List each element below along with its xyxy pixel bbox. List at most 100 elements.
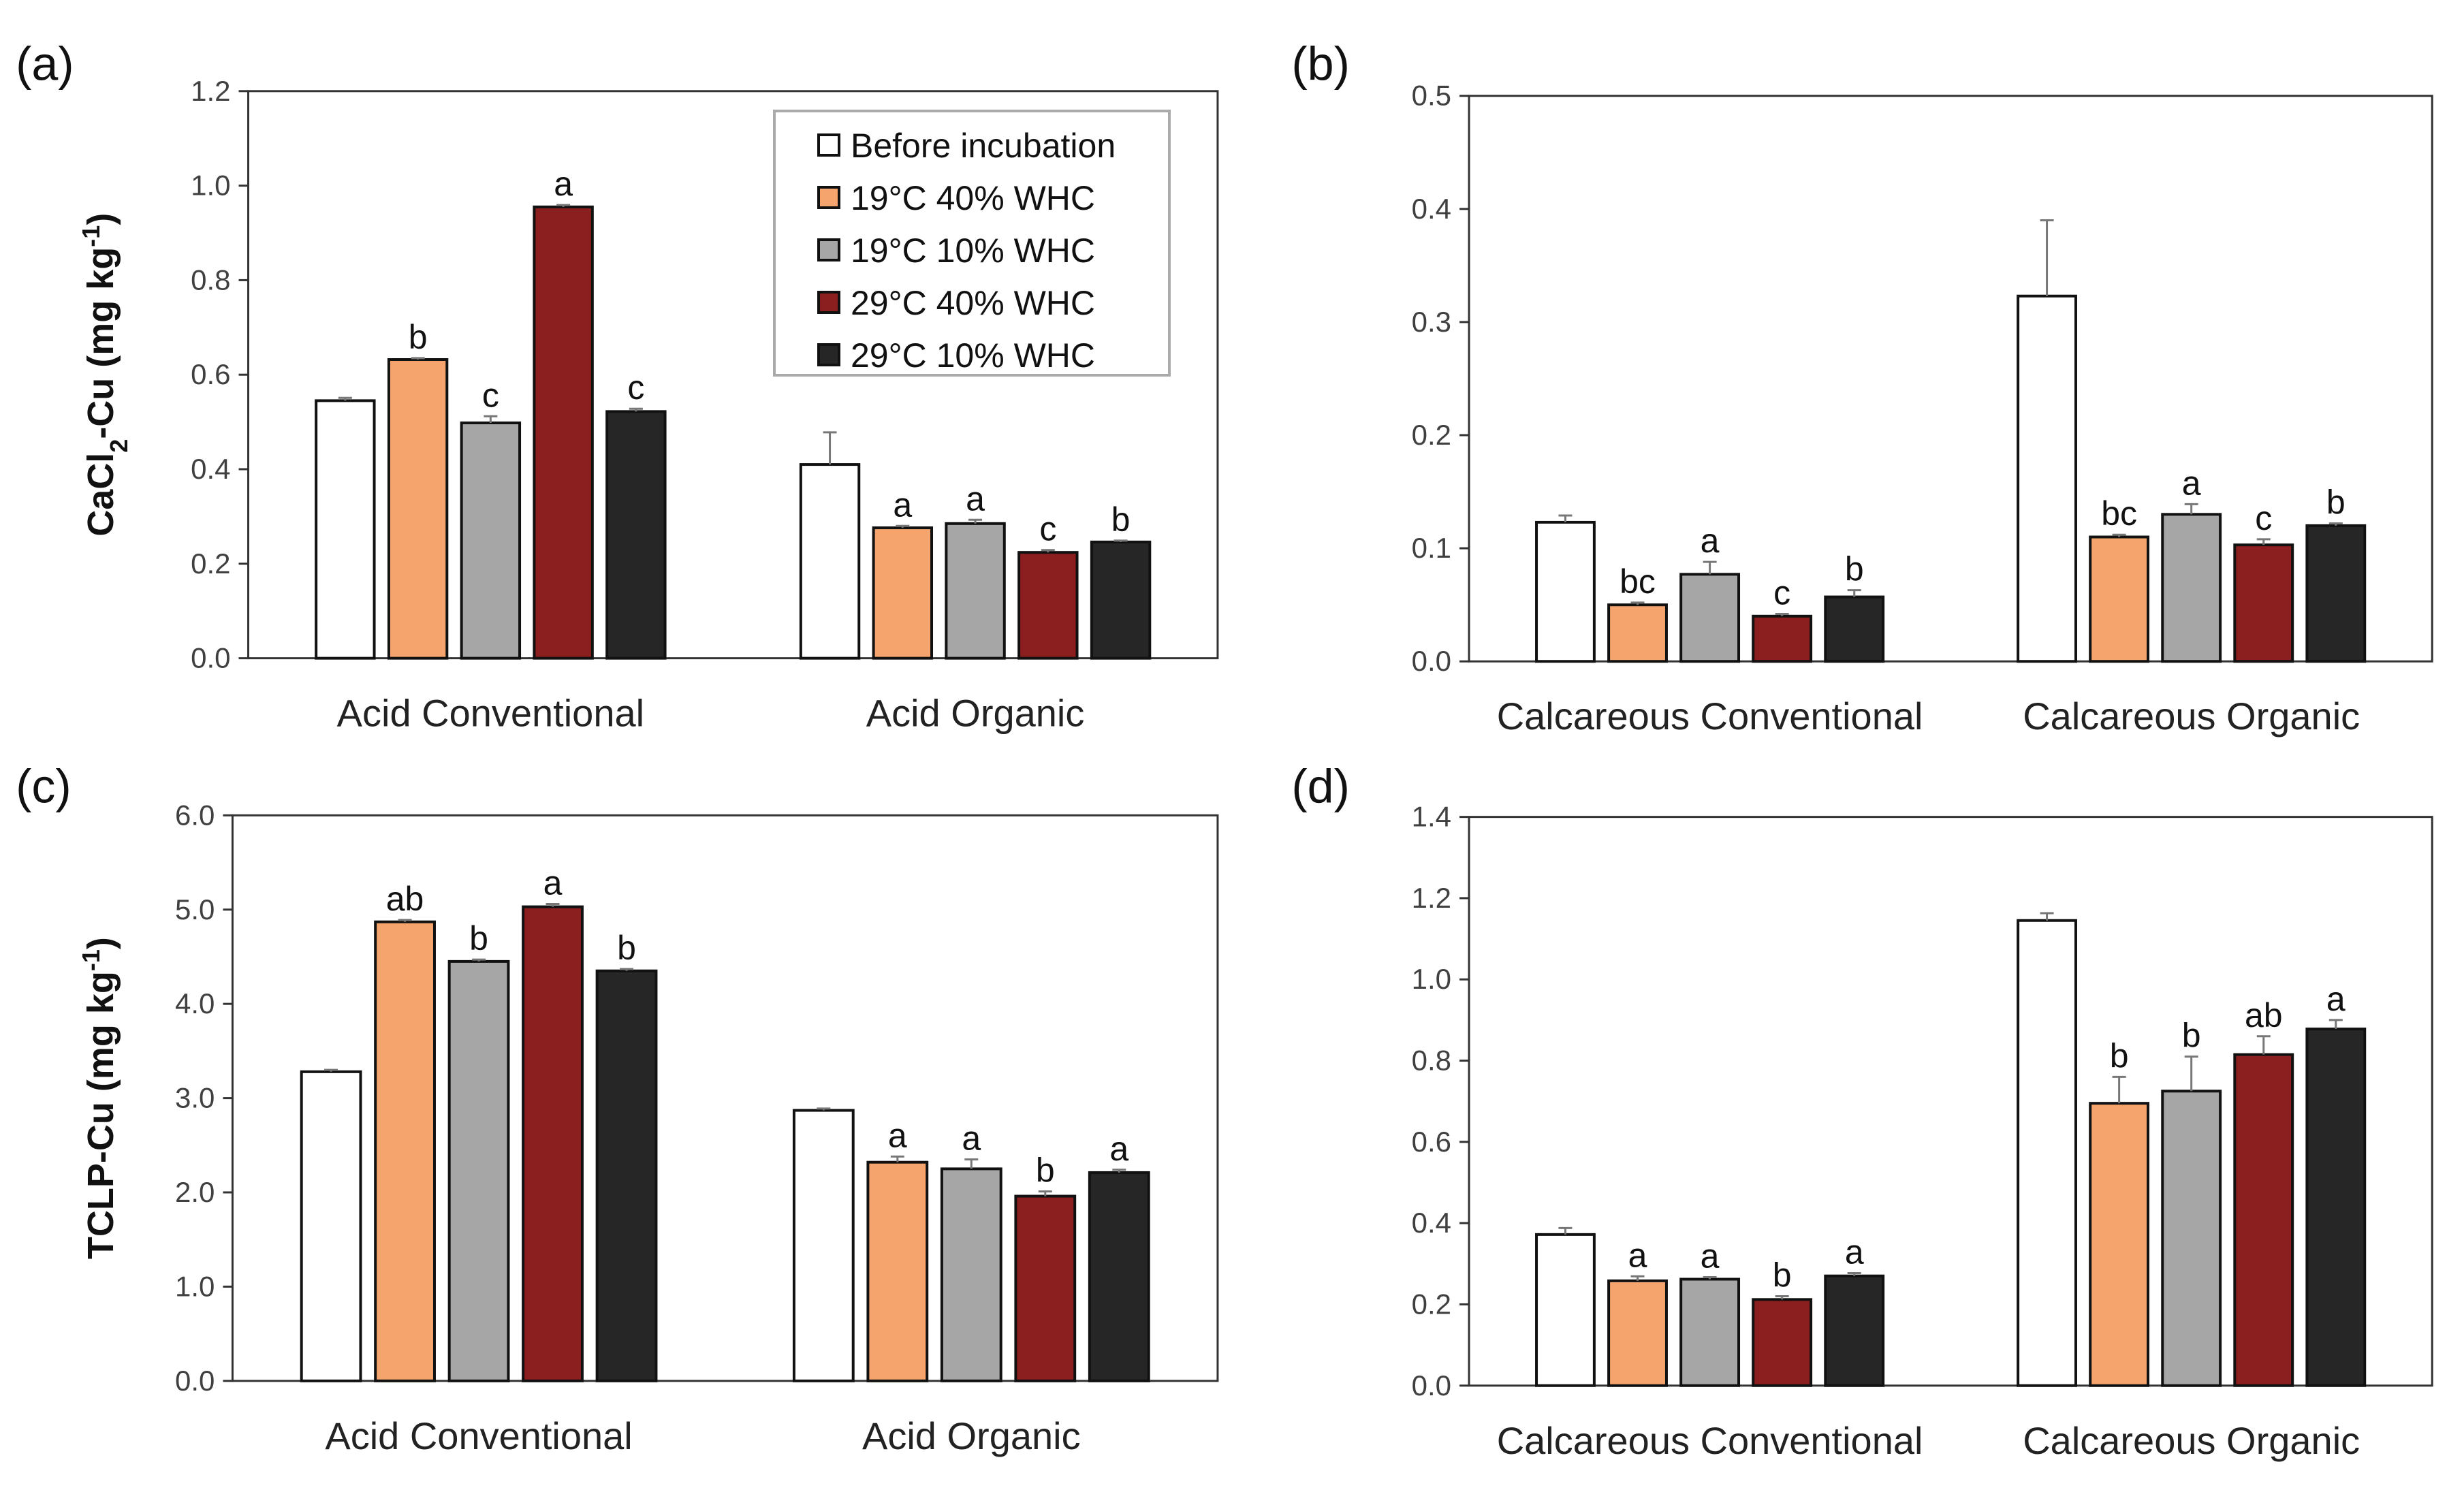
legend-entry: 19°C 40% WHC <box>851 179 1095 217</box>
bar-0 <box>315 399 376 660</box>
legend-swatch <box>817 291 840 314</box>
significance-letter: ab <box>2245 996 2283 1034</box>
legend-entry: 19°C 10% WHC <box>851 232 1095 270</box>
significance-letter: a <box>2326 980 2345 1018</box>
y-tick-label: 0.2 <box>1412 419 1451 451</box>
significance-letter: c <box>482 376 499 414</box>
bar-2 <box>1679 573 1741 663</box>
bar-3 <box>533 205 594 660</box>
bar-0 <box>300 1070 362 1382</box>
bar-1 <box>1607 603 1668 663</box>
significance-letter: c <box>627 368 644 407</box>
category-label: Calcareous Conventional <box>1497 695 1923 737</box>
legend-entry: 29°C 40% WHC <box>851 284 1095 322</box>
significance-letter: b <box>1773 1256 1792 1295</box>
category-label: Acid Conventional <box>337 692 644 735</box>
significance-letter: a <box>1845 1233 1864 1271</box>
plot-frame <box>1468 816 2433 1387</box>
bar-3 <box>1752 1298 1813 1387</box>
bar-2 <box>2161 513 2222 663</box>
significance-letter: b <box>2182 1017 2201 1055</box>
y-tick-label: 0.4 <box>191 453 230 485</box>
category-label: Calcareous Organic <box>2023 695 2360 737</box>
y-tick-label: 0.8 <box>191 264 230 296</box>
bar-0 <box>2017 294 2077 663</box>
bar-2 <box>945 522 1006 660</box>
bar-4 <box>1088 1171 1150 1382</box>
bar-2 <box>2161 1090 2222 1387</box>
category-label: Acid Conventional <box>325 1414 632 1457</box>
bar-4 <box>1824 1274 1885 1387</box>
bar-0 <box>1535 1233 1596 1387</box>
y-tick-label: 2.0 <box>175 1176 215 1208</box>
category-label: Acid Organic <box>866 692 1085 735</box>
bar-2 <box>447 959 510 1382</box>
significance-letter: c <box>1039 510 1056 548</box>
significance-letter: bc <box>2101 494 2137 533</box>
bar-4 <box>595 969 658 1382</box>
bar-3 <box>2233 543 2294 663</box>
y-tick-label: 0.5 <box>1412 80 1451 112</box>
y-tick-label: 1.0 <box>175 1270 215 1302</box>
bar-4 <box>605 410 667 660</box>
significance-letter: b <box>409 318 428 356</box>
bar-1 <box>1607 1279 1668 1387</box>
significance-letter: b <box>617 929 636 967</box>
significance-letter: a <box>888 1116 907 1154</box>
bar-1 <box>2089 535 2150 663</box>
bar-4 <box>2305 524 2367 663</box>
significance-letter: bc <box>1620 562 1656 601</box>
significance-letter: a <box>966 479 985 518</box>
y-tick-label: 1.0 <box>191 170 230 202</box>
bar-4 <box>1824 595 1885 663</box>
bar-3 <box>1014 1194 1077 1382</box>
significance-letter: a <box>893 486 912 524</box>
panel-label: (d) <box>1291 760 1350 813</box>
significance-letter: b <box>1036 1152 1055 1190</box>
y-tick-label: 0.0 <box>191 642 230 674</box>
panel-label: (c) <box>16 760 72 813</box>
y-tick-label: 6.0 <box>175 799 215 831</box>
significance-letter: a <box>543 863 563 902</box>
y-tick-label: 4.0 <box>175 987 215 1019</box>
bar-1 <box>2089 1102 2150 1387</box>
significance-letter: a <box>962 1120 981 1158</box>
legend-swatch <box>817 343 840 366</box>
bar-0 <box>2017 919 2077 1387</box>
category-label: Calcareous Organic <box>2023 1419 2360 1462</box>
bar-4 <box>2305 1028 2367 1387</box>
panel-label: (b) <box>1291 37 1350 90</box>
y-tick-label: 0.8 <box>1412 1045 1451 1077</box>
y-tick-label: 5.0 <box>175 893 215 925</box>
y-tick-label: 0.3 <box>1412 306 1451 338</box>
bar-4 <box>1090 540 1152 660</box>
significance-letter: a <box>1701 522 1720 560</box>
y-tick-label: 0.4 <box>1412 193 1451 225</box>
bar-0 <box>792 1109 855 1382</box>
panel-d: (d) 0.0 0.2 0.4 0.6 0.8 1.0 1.2 1.4 Calcareous Co… <box>1291 760 2433 1462</box>
y-tick-label: 0.2 <box>1412 1288 1451 1320</box>
significance-letter: b <box>2326 483 2345 522</box>
y-tick-label: 0.4 <box>1412 1207 1451 1239</box>
legend: Before incubation 19°C 40% WHC 19°C 10% WH… <box>773 110 1171 377</box>
y-tick-label: 1.2 <box>191 75 230 107</box>
bar-2 <box>1679 1277 1741 1387</box>
legend-swatch <box>817 238 840 261</box>
bar-2 <box>460 422 522 660</box>
significance-letter: b <box>2110 1036 2129 1075</box>
bar-0 <box>799 463 861 660</box>
y-tick-label: 0.1 <box>1412 532 1451 564</box>
bar-3 <box>1752 614 1813 663</box>
y-tick-label: 1.2 <box>1412 882 1451 914</box>
y-tick-label: 1.4 <box>1412 801 1451 833</box>
y-tick-label: 3.0 <box>175 1082 215 1114</box>
panel-label: (a) <box>16 37 74 90</box>
significance-letter: a <box>1701 1237 1720 1275</box>
significance-letter: c <box>1773 573 1790 612</box>
legend-entry: Before incubation <box>851 127 1116 165</box>
plot-frame <box>1468 95 2433 663</box>
panel-a: (a) 0.0 0.2 0.4 0.6 0.8 1.0 1.2 CaCl2-Cu (mg kg-… <box>16 37 1219 735</box>
significance-letter: c <box>2255 499 2272 537</box>
y-tick-label: 1.0 <box>1412 963 1451 995</box>
